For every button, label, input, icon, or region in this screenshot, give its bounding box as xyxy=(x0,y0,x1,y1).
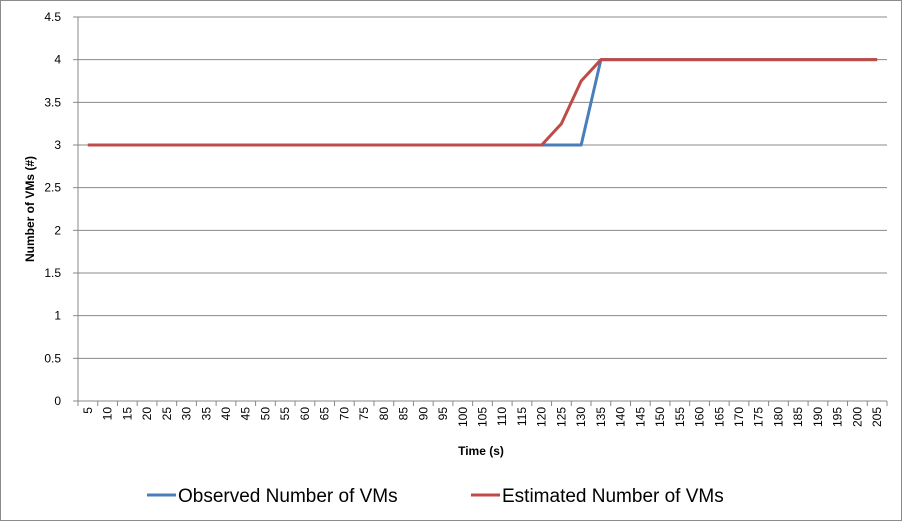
x-tick-label: 185 xyxy=(791,407,805,427)
legend: Observed Number of VMs Estimated Number o… xyxy=(147,486,724,507)
y-tick-label: 0.5 xyxy=(44,351,61,365)
x-tick-label: 65 xyxy=(318,407,332,421)
y-tick-label: 2 xyxy=(54,223,61,237)
x-tick-labels: 5 10 15 20 25 30 35 40 45 50 55 60 65 70 75 80 85 90 95 100… xyxy=(81,407,884,427)
y-tick-label: 1 xyxy=(54,309,61,323)
y-tick-labels: 0 0.5 1 1.5 2 2.5 3 3.5 4 4.5 xyxy=(44,10,61,408)
x-tick-label: 175 xyxy=(752,407,766,427)
x-tick-label: 10 xyxy=(101,407,115,421)
x-tick-label: 140 xyxy=(614,407,628,427)
x-tick-label: 75 xyxy=(357,407,371,421)
x-tick-label: 55 xyxy=(278,407,292,421)
x-tick-label: 45 xyxy=(239,407,253,421)
series-line-estimated xyxy=(87,58,878,147)
x-tick-label: 100 xyxy=(456,407,470,427)
x-tick-label: 125 xyxy=(554,407,568,427)
x-tick-label: 20 xyxy=(140,407,154,421)
x-tick-label: 85 xyxy=(397,407,411,421)
x-tick-label: 30 xyxy=(180,407,194,421)
x-tick-label: 130 xyxy=(574,407,588,427)
x-tick-label: 5 xyxy=(81,407,95,414)
x-tick-label: 135 xyxy=(594,407,608,427)
x-tick-label: 80 xyxy=(377,407,391,421)
x-tick-label: 155 xyxy=(673,407,687,427)
x-tick-label: 180 xyxy=(771,407,785,427)
x-tick-label: 70 xyxy=(337,407,351,421)
x-tick-label: 50 xyxy=(258,407,272,421)
x-tick-label: 120 xyxy=(535,407,549,427)
y-tick-label: 2.5 xyxy=(44,181,61,195)
x-tick-label: 15 xyxy=(120,407,134,421)
gridlines xyxy=(78,16,887,359)
x-tick-label: 95 xyxy=(436,407,450,421)
series-lines xyxy=(87,58,878,147)
x-tick-label: 40 xyxy=(219,407,233,421)
x-tick-label: 200 xyxy=(850,407,864,427)
x-tick-label: 90 xyxy=(416,407,430,421)
y-tick-label: 4.5 xyxy=(44,10,61,24)
legend-label: Observed Number of VMs xyxy=(178,486,398,507)
legend-label: Estimated Number of VMs xyxy=(502,486,724,507)
x-tick-label: 145 xyxy=(633,407,647,427)
x-tick-label: 35 xyxy=(199,407,213,421)
x-tick-label: 60 xyxy=(298,407,312,421)
x-tick-label: 25 xyxy=(160,407,174,421)
y-tick-label: 3 xyxy=(54,138,61,152)
x-tick-label: 115 xyxy=(515,407,529,426)
x-tick-label: 150 xyxy=(653,407,667,427)
x-tick-label: 190 xyxy=(811,407,825,427)
x-tick-label: 165 xyxy=(712,407,726,427)
y-axis-label: Number of VMs (#) xyxy=(23,156,37,262)
x-tick-label: 160 xyxy=(693,407,707,427)
x-tick-label: 205 xyxy=(870,407,884,427)
x-axis-label: Time (s) xyxy=(458,444,504,458)
x-tick-label: 110 xyxy=(495,407,509,426)
x-tick-label: 105 xyxy=(476,407,490,427)
x-tick-label: 170 xyxy=(732,407,746,427)
y-tick-label: 4 xyxy=(54,53,61,67)
y-tick-label: 1.5 xyxy=(44,266,61,280)
axes xyxy=(73,16,888,406)
x-tick-label: 195 xyxy=(831,407,845,427)
y-tick-label: 3.5 xyxy=(44,95,61,109)
y-tick-label: 0 xyxy=(54,394,61,408)
